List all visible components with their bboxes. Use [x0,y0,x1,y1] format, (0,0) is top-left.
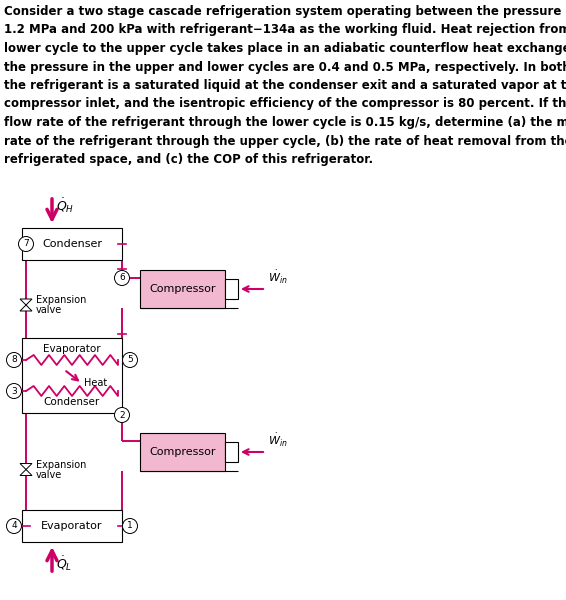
Bar [140,433,225,471]
Circle shape [6,383,22,398]
Text: refrigerated space, and (c) the COP of this refrigerator.: refrigerated space, and (c) the COP of t… [4,153,373,166]
Text: Compressor: Compressor [149,447,216,457]
Text: $\dot{W}_{in}$: $\dot{W}_{in}$ [268,269,288,286]
Text: Expansion: Expansion [36,295,87,305]
Text: flow rate of the refrigerant through the lower cycle is 0.15 kg/s, determine (a): flow rate of the refrigerant through the… [4,116,566,129]
Text: 8: 8 [11,355,17,364]
Text: rate of the refrigerant through the upper cycle, (b) the rate of heat removal fr: rate of the refrigerant through the uppe… [4,134,566,148]
Circle shape [19,236,33,251]
Circle shape [114,407,130,422]
Text: 2: 2 [119,410,125,419]
Text: Compressor: Compressor [149,284,216,294]
Text: $\dot{Q}_L$: $\dot{Q}_L$ [56,554,72,574]
Text: Consider a two stage cascade refrigeration system operating between the pressure: Consider a two stage cascade refrigerati… [4,5,566,18]
Text: 6: 6 [119,274,125,283]
Polygon shape [20,305,32,311]
Text: 7: 7 [23,239,29,248]
Circle shape [122,518,138,533]
Text: $\dot{W}_{in}$: $\dot{W}_{in}$ [268,432,288,449]
Text: 1: 1 [127,521,133,530]
Polygon shape [20,299,32,305]
Text: Evaporator: Evaporator [41,521,103,531]
Circle shape [122,352,138,367]
Text: Condenser: Condenser [42,239,102,249]
Bar [225,278,238,299]
Bar [140,270,225,308]
Text: the pressure in the upper and lower cycles are 0.4 and 0.5 MPa, respectively. In: the pressure in the upper and lower cycl… [4,61,566,73]
Polygon shape [20,463,32,469]
Text: 4: 4 [11,521,17,530]
Bar [22,338,122,413]
Circle shape [6,352,22,367]
Text: valve: valve [36,469,62,479]
Bar [22,228,122,260]
Text: Heat: Heat [84,379,107,389]
Text: valve: valve [36,305,62,315]
Text: 3: 3 [11,386,17,395]
Circle shape [114,271,130,286]
Circle shape [6,518,22,533]
Text: the refrigerant is a saturated liquid at the condenser exit and a saturated vapo: the refrigerant is a saturated liquid at… [4,79,566,92]
Text: Evaporator: Evaporator [43,344,101,354]
Text: $\dot{Q}_H$: $\dot{Q}_H$ [56,197,74,215]
Bar [22,510,122,542]
Bar [225,442,238,463]
Text: compressor inlet, and the isentropic efficiency of the compressor is 80 percent.: compressor inlet, and the isentropic eff… [4,97,566,110]
Text: 1.2 MPa and 200 kPa with refrigerant−134a as the working fluid. Heat rejection f: 1.2 MPa and 200 kPa with refrigerant−134… [4,23,566,37]
Text: lower cycle to the upper cycle takes place in an adiabatic counterflow heat exch: lower cycle to the upper cycle takes pla… [4,42,566,55]
Polygon shape [20,469,32,475]
Text: Condenser: Condenser [44,397,100,407]
Text: 5: 5 [127,355,133,364]
Text: Expansion: Expansion [36,460,87,469]
